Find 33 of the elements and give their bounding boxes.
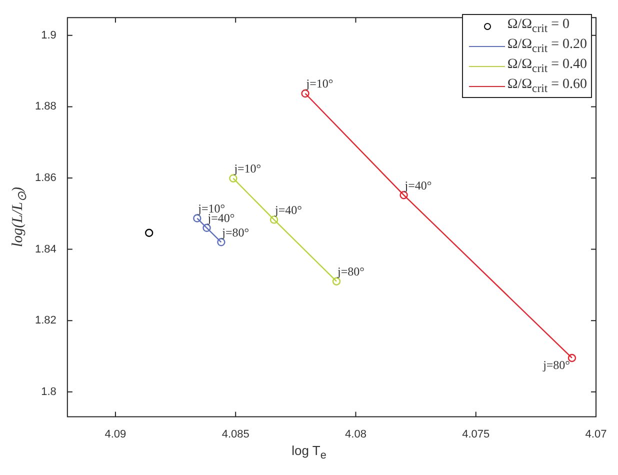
y-tick-label: 1.88 bbox=[34, 100, 56, 113]
annotation: j=80° bbox=[542, 358, 570, 372]
point bbox=[202, 224, 211, 232]
point bbox=[270, 216, 278, 224]
point bbox=[229, 174, 238, 182]
y-tick-label: 1.9 bbox=[41, 29, 56, 42]
legend-label: Ω/Ω$_{crit}$ = 0 bbox=[507, 17, 570, 35]
point bbox=[217, 238, 226, 246]
y-tick-label: 1.82 bbox=[34, 314, 56, 327]
point bbox=[301, 89, 310, 98]
y-tick-label: 1.86 bbox=[34, 172, 56, 184]
legend-label: Ω/Ω$_{crit}$ = 0.20 bbox=[507, 37, 587, 55]
x-tick-label: 4.09 bbox=[104, 428, 126, 440]
annotation: j=40° bbox=[274, 202, 302, 217]
x-tick-label: 4.08 bbox=[345, 428, 366, 440]
point bbox=[568, 354, 576, 362]
point bbox=[332, 277, 341, 286]
x-axis-title: log T$_{e}$ bbox=[292, 443, 326, 462]
annotation: j=10° bbox=[305, 76, 334, 91]
point bbox=[193, 214, 202, 222]
point bbox=[145, 228, 154, 237]
x-tick-label: 4.085 bbox=[222, 428, 250, 440]
point bbox=[400, 191, 408, 200]
annotation: j=80° bbox=[221, 225, 250, 240]
annotation: j=80° bbox=[336, 264, 365, 279]
legend-label: Ω/Ω$_{crit}$ = 0.40 bbox=[507, 57, 587, 75]
annotation: j=10° bbox=[233, 162, 262, 176]
annotation: j=40° bbox=[404, 178, 432, 192]
x-tick-label: 4.07 bbox=[585, 428, 607, 440]
y-tick-label: 1.84 bbox=[34, 243, 56, 256]
y-tick-label: 1.8 bbox=[41, 386, 56, 398]
x-tick-label: 4.075 bbox=[462, 428, 490, 440]
legend-label: Ω/Ω$_{crit}$ = 0.60 bbox=[507, 77, 587, 95]
